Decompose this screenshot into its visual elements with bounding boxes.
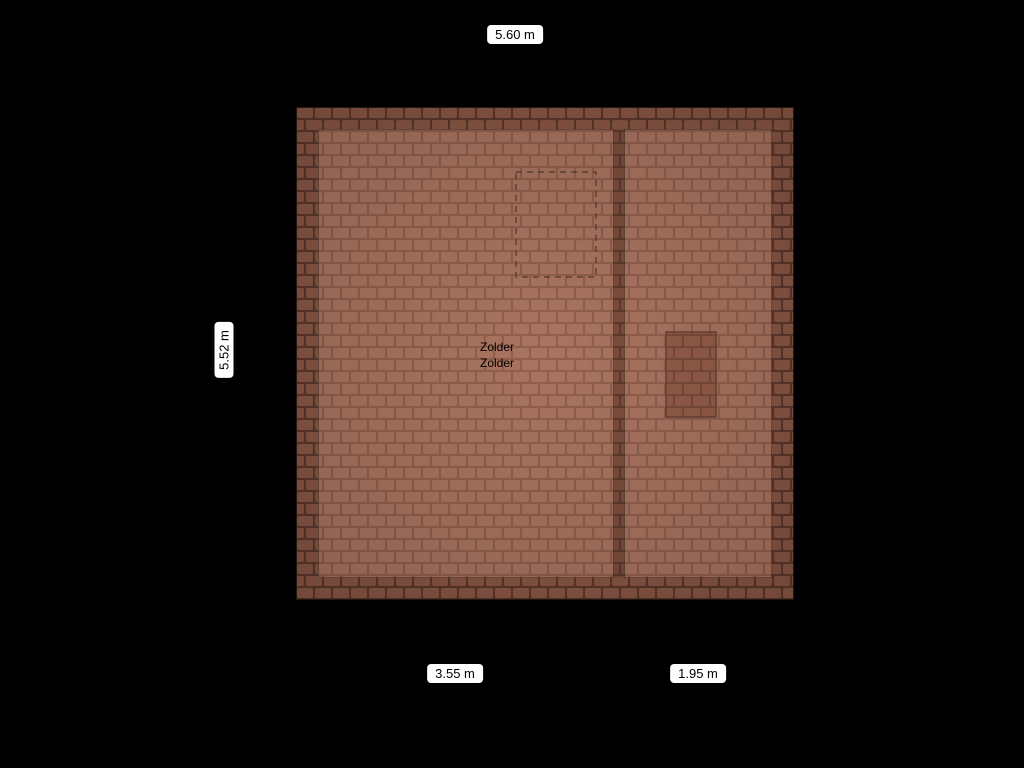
dimension-left: 5.52 m: [215, 322, 234, 378]
dimension-bottom-left: 3.55 m: [427, 664, 483, 683]
dimension-bottom-right: 1.95 m: [670, 664, 726, 683]
roof-plan: [296, 107, 794, 600]
room-label: Zolder Zolder: [480, 340, 514, 371]
room-name-line1: Zolder: [480, 340, 514, 354]
dimension-top: 5.60 m: [487, 25, 543, 44]
room-name-line2: Zolder: [480, 356, 514, 370]
